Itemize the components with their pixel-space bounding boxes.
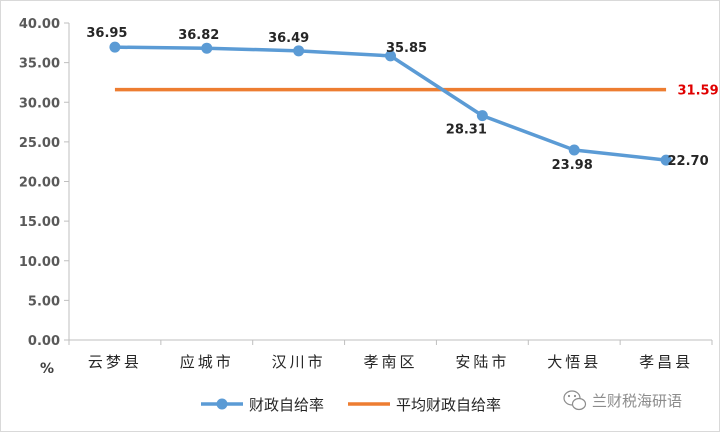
data-point: [660, 154, 672, 166]
x-tick-label: 孝昌县: [639, 353, 693, 371]
x-axis-ticks: 云梦县 应城市 汉川市 孝南区 安陆市 大悟县 孝昌县: [68, 340, 713, 371]
data-label: 28.31: [446, 123, 487, 138]
watermark: 兰财税海研语: [563, 390, 682, 411]
y-axis-ticks: 0.00 5.00 10.00 15.00 20.00 25.00 30.00 35.00 40…: [19, 17, 69, 349]
x-tick-label: 应城市: [180, 353, 234, 371]
data-point: [568, 144, 580, 156]
data-label: 22.70: [668, 154, 709, 169]
data-point: [109, 41, 121, 53]
axes: [68, 23, 712, 341]
x-tick-label: 孝南区: [363, 353, 417, 371]
x-tick-label: 云梦县: [88, 353, 142, 371]
y-tick-label: 35.00: [19, 57, 60, 72]
data-point: [201, 42, 213, 54]
legend: 财政自给率 平均财政自给率: [201, 396, 501, 414]
legend-label: 平均财政自给率: [396, 396, 501, 414]
y-axis-unit: %: [40, 361, 54, 377]
y-tick-label: 40.00: [19, 17, 60, 32]
wechat-icon: [563, 390, 587, 411]
data-point: [476, 110, 488, 122]
x-tick-label: 大悟县: [547, 353, 601, 371]
y-tick-label: 5.00: [28, 294, 60, 309]
y-tick-label: 20.00: [19, 176, 60, 191]
series-line: [114, 45, 667, 162]
data-label: 36.82: [178, 28, 219, 43]
y-tick-label: 25.00: [19, 136, 60, 151]
x-tick-label: 安陆市: [455, 353, 509, 371]
y-tick-label: 10.00: [19, 255, 60, 270]
data-point: [385, 50, 396, 62]
data-label: 36.95: [86, 26, 127, 41]
data-labels: 36.95 36.82 36.49 35.85 28.31 23.98 22.70 31.59: [86, 26, 718, 173]
y-tick-label: 15.00: [19, 215, 60, 230]
legend-label: 财政自给率: [249, 396, 324, 414]
series-layer: [109, 41, 672, 166]
y-tick-label: 0.00: [28, 334, 60, 349]
data-label: 23.98: [552, 158, 593, 173]
watermark-text: 兰财税海研语: [592, 392, 682, 410]
data-point: [293, 45, 305, 57]
legend-swatch-marker: [216, 398, 228, 410]
x-tick-label: 汉川市: [272, 353, 326, 371]
data-label: 36.49: [268, 31, 309, 46]
data-label: 35.85: [386, 41, 427, 56]
average-label: 31.59: [678, 84, 719, 99]
y-tick-label: 30.00: [19, 96, 60, 111]
